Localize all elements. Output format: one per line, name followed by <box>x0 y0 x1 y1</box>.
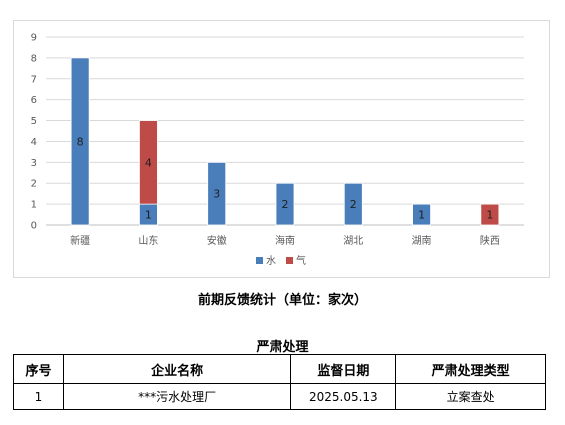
bar-water <box>343 182 363 226</box>
bar-water <box>412 203 431 226</box>
table-row: 1 ***污水处理厂 2025.05.13 立案查处 <box>13 383 546 410</box>
x-tick-label: 山东 <box>138 234 158 247</box>
cell-date: 2025.05.13 <box>290 383 397 410</box>
stacked-bar-chart: 0 1 2 3 4 5 6 7 8 9 8 新疆 1 4 山东 3 安徽 2 海南 2 湖北 1 湖南 1 陕西水 气 <box>31 33 524 267</box>
cell-index: 1 <box>13 383 64 410</box>
legend-swatch <box>256 257 263 264</box>
bar-gas <box>139 120 158 205</box>
y-tick-label: 8 <box>31 53 37 64</box>
data-label: 2 <box>350 198 357 211</box>
y-tick-label: 5 <box>31 116 37 127</box>
legend-swatch <box>286 257 293 264</box>
x-tick-label: 安徽 <box>207 234 227 247</box>
x-tick-label: 湖南 <box>412 234 432 247</box>
y-tick-label: 2 <box>31 179 37 190</box>
data-label: 8 <box>77 135 84 148</box>
cell-type: 立案查处 <box>395 383 546 410</box>
data-label: 3 <box>213 188 220 201</box>
legend-label: 气 <box>296 254 306 267</box>
data-label: 2 <box>282 198 289 211</box>
header-index: 序号 <box>13 354 64 384</box>
data-label: 1 <box>145 209 152 222</box>
bar-water <box>70 57 90 226</box>
x-tick-label: 新疆 <box>70 234 90 247</box>
bar-gas <box>480 203 500 226</box>
y-tick-label: 9 <box>31 33 37 44</box>
y-tick-label: 0 <box>31 221 37 232</box>
x-tick-label: 海南 <box>275 234 295 247</box>
legend-label: 水 <box>266 255 276 267</box>
data-label: 1 <box>418 209 425 222</box>
header-type: 严肃处理类型 <box>395 354 546 384</box>
header-company: 企业名称 <box>62 354 292 384</box>
bar-water <box>207 161 227 226</box>
bar-water <box>275 182 295 226</box>
y-tick-label: 4 <box>31 137 37 148</box>
x-tick-label: 陕西 <box>480 234 500 247</box>
cell-company: ***污水处理厂 <box>62 383 292 410</box>
header-date: 监督日期 <box>290 354 397 384</box>
action-table: 序号 企业名称 监督日期 严肃处理类型 1 ***污水处理厂 2025.05.1… <box>13 354 546 410</box>
chart-caption: 前期反馈统计（单位：家次） <box>197 293 367 308</box>
table-title: 严肃处理 <box>256 340 309 355</box>
data-label: 1 <box>486 209 493 222</box>
y-tick-label: 1 <box>31 200 37 211</box>
y-tick-label: 3 <box>31 158 37 169</box>
chart-area: 0 1 2 3 4 5 6 7 8 9 8 新疆 1 4 山东 3 安徽 2 海南 2 湖北 1 湖南 1 陕西水 气 <box>13 20 550 278</box>
y-tick-label: 7 <box>31 74 37 85</box>
data-label: 4 <box>145 156 152 169</box>
x-tick-label: 湖北 <box>343 235 363 247</box>
y-tick-label: 6 <box>31 95 37 106</box>
table-header-row: 序号 企业名称 监督日期 严肃处理类型 <box>13 354 546 384</box>
